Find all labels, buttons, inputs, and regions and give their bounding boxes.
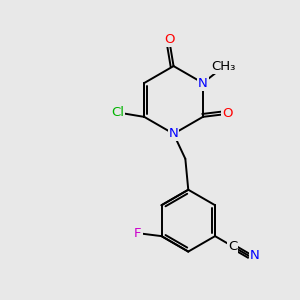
Text: F: F — [134, 227, 142, 240]
Text: Cl: Cl — [111, 106, 124, 119]
Text: N: N — [250, 249, 260, 262]
Text: N: N — [198, 76, 208, 89]
Text: O: O — [222, 107, 232, 120]
Text: N: N — [169, 127, 178, 140]
Text: CH₃: CH₃ — [211, 60, 236, 73]
Text: C: C — [228, 240, 237, 253]
Text: O: O — [164, 33, 174, 46]
